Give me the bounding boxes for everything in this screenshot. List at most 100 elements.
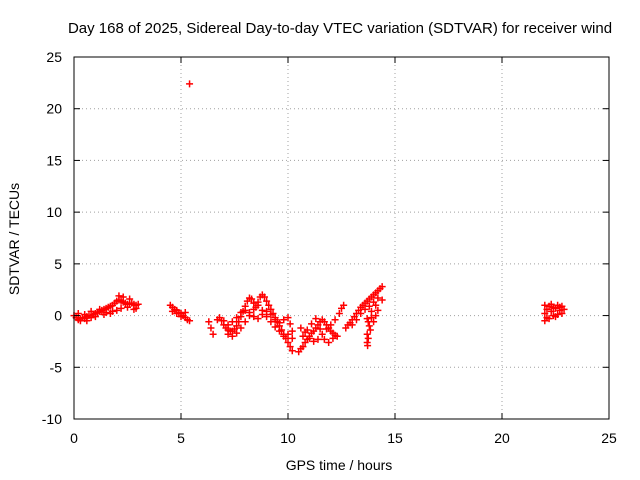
data-point [233,329,241,337]
data-point [132,304,140,312]
data-point [297,324,305,332]
data-point [258,306,266,314]
data-point [83,317,91,325]
data-point [275,327,283,335]
data-point [558,310,566,318]
data-point [241,318,249,326]
data-point [284,314,292,322]
data-point [228,318,236,326]
data-point [299,332,307,340]
data-point [245,312,253,320]
data-point [361,305,369,313]
data-point [237,308,245,316]
data-point [134,300,142,308]
data-point [100,311,108,319]
y-axis-label: SDTVAR / TECUs [6,183,22,295]
data-point [241,306,249,314]
data-point [286,343,294,351]
data-point [323,325,331,333]
data-point [365,322,373,330]
x-tick-label: 5 [177,430,185,446]
y-tick-label: -5 [50,359,63,375]
data-point [348,321,356,329]
data-point [181,308,189,316]
data-point [207,324,215,332]
data-point [265,301,273,309]
data-point [364,342,372,350]
data-point [280,332,288,340]
data-point [248,295,256,303]
chart-title: Day 168 of 2025, Sidereal Day-to-day VTE… [68,20,612,37]
data-point [312,315,320,323]
data-point [367,307,375,315]
data-point [235,318,243,326]
data-point [370,318,378,326]
axis-ticks: 0 5 10 15 20 25 -10 -5 0 5 10 15 20 25 [42,49,617,446]
x-tick-label: 0 [70,430,78,446]
data-point [96,305,104,313]
data-point [186,317,194,325]
data-point [286,320,294,328]
data-point [329,334,337,342]
data-point [541,301,549,309]
data-point [552,313,559,321]
data-point [233,314,241,322]
data-point [267,318,275,326]
y-tick-label: 15 [46,152,62,168]
y-tick-label: 25 [46,49,62,65]
data-point [372,301,380,309]
data-point [299,343,307,351]
data-point [119,293,127,301]
data-point [124,303,131,311]
plot-frame [73,56,610,420]
data-point [280,316,288,324]
x-tick-label: 20 [494,430,510,446]
data-point [547,300,555,308]
data-point [263,313,271,321]
data-point [308,320,316,328]
data-point [126,295,134,303]
y-tick-label: 0 [54,308,62,324]
data-point [284,338,292,346]
data-point [541,310,549,318]
x-tick-label: 25 [601,430,617,446]
x-tick-label: 15 [387,430,403,446]
y-tick-label: -10 [42,411,62,427]
data-point [545,315,553,323]
data-points [70,80,568,356]
data-point [115,292,123,300]
data-point [365,302,373,310]
data-point [209,330,217,338]
data-point [367,314,375,322]
data-point [352,316,360,324]
data-point [177,313,185,321]
data-point [87,307,95,315]
data-point [254,301,262,309]
data-point [333,332,341,340]
data-point [284,330,292,338]
data-point [303,326,311,334]
y-tick-label: 20 [46,101,62,117]
data-point [260,293,268,301]
data-point [91,313,99,321]
data-point [325,338,333,346]
data-point [275,319,283,327]
data-point [233,322,241,330]
data-point [357,310,365,318]
y-tick-label: 5 [54,256,62,272]
data-point [220,317,228,325]
data-point [263,297,271,305]
data-point [556,303,564,311]
data-point [267,311,275,319]
data-point [310,337,318,345]
data-point [340,301,348,309]
data-point [316,325,324,333]
data-point [254,315,262,323]
data-point [288,334,296,342]
data-point [378,283,386,291]
data-point [364,334,372,342]
data-point [106,310,114,318]
data-point [117,304,125,312]
data-point [113,306,121,314]
data-point [547,307,555,315]
